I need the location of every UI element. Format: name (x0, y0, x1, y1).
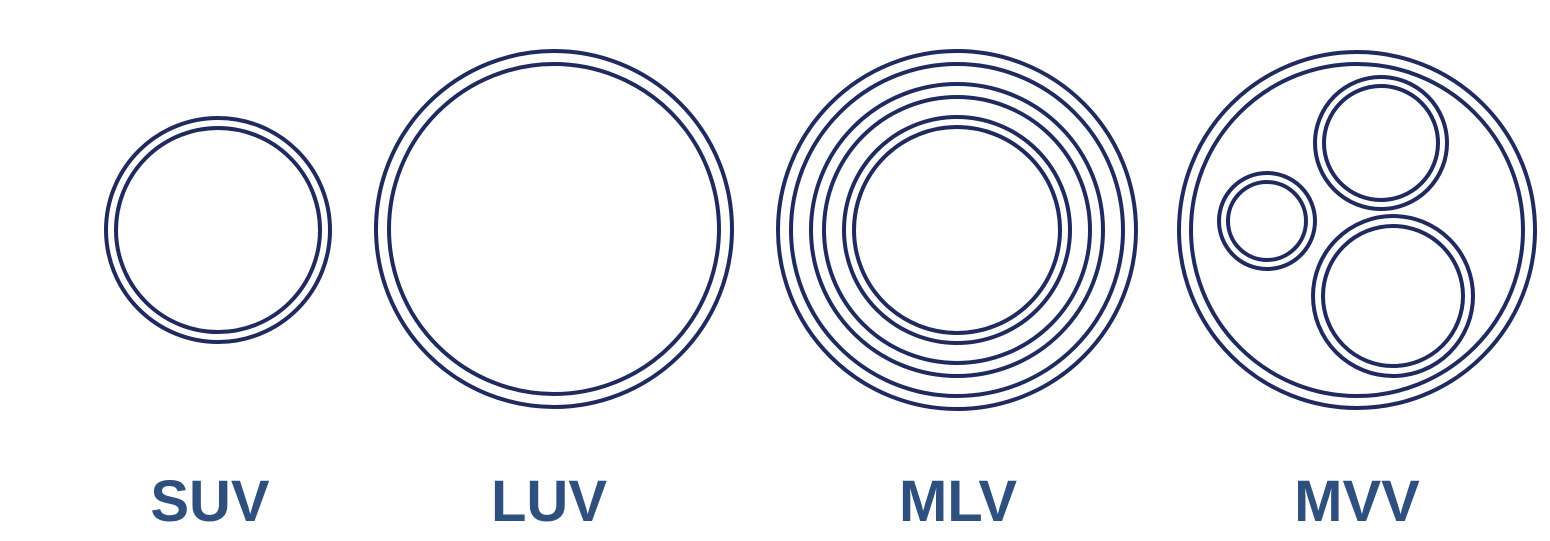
mlv-ring-6 (852, 125, 1062, 335)
mlv-ring-3 (809, 82, 1105, 378)
mvv-outer-ring (1177, 50, 1537, 410)
mvv-bottom-vesicle-outer (1311, 214, 1475, 378)
luv-vesicle (374, 49, 734, 409)
mlv-ring-2 (789, 62, 1125, 398)
suv-label: SUV (150, 469, 270, 534)
mvv-outer-inner-ring (1189, 62, 1525, 398)
mlv-ring-1 (776, 49, 1138, 411)
mvv-bottom-vesicle-inner (1321, 224, 1465, 368)
mvv-small-vesicle-outer (1217, 171, 1317, 271)
luv-label: LUV (491, 469, 607, 534)
suv-inner-ring (114, 126, 322, 334)
mvv-vesicle (1177, 50, 1537, 410)
luv-outer-ring (374, 49, 734, 409)
suv-vesicle (104, 116, 332, 344)
mvv-small-vesicle-inner (1226, 180, 1308, 262)
suv-outer-ring (104, 116, 332, 344)
mlv-ring-4 (822, 95, 1092, 365)
mvv-label: MVV (1294, 469, 1420, 534)
mvv-top-vesicle-outer (1313, 75, 1449, 211)
mvv-top-vesicle-inner (1322, 84, 1440, 202)
mlv-label: MLV (899, 469, 1017, 534)
mlv-ring-5 (842, 115, 1072, 345)
mlv-vesicle (776, 49, 1138, 411)
luv-inner-ring (387, 62, 721, 396)
